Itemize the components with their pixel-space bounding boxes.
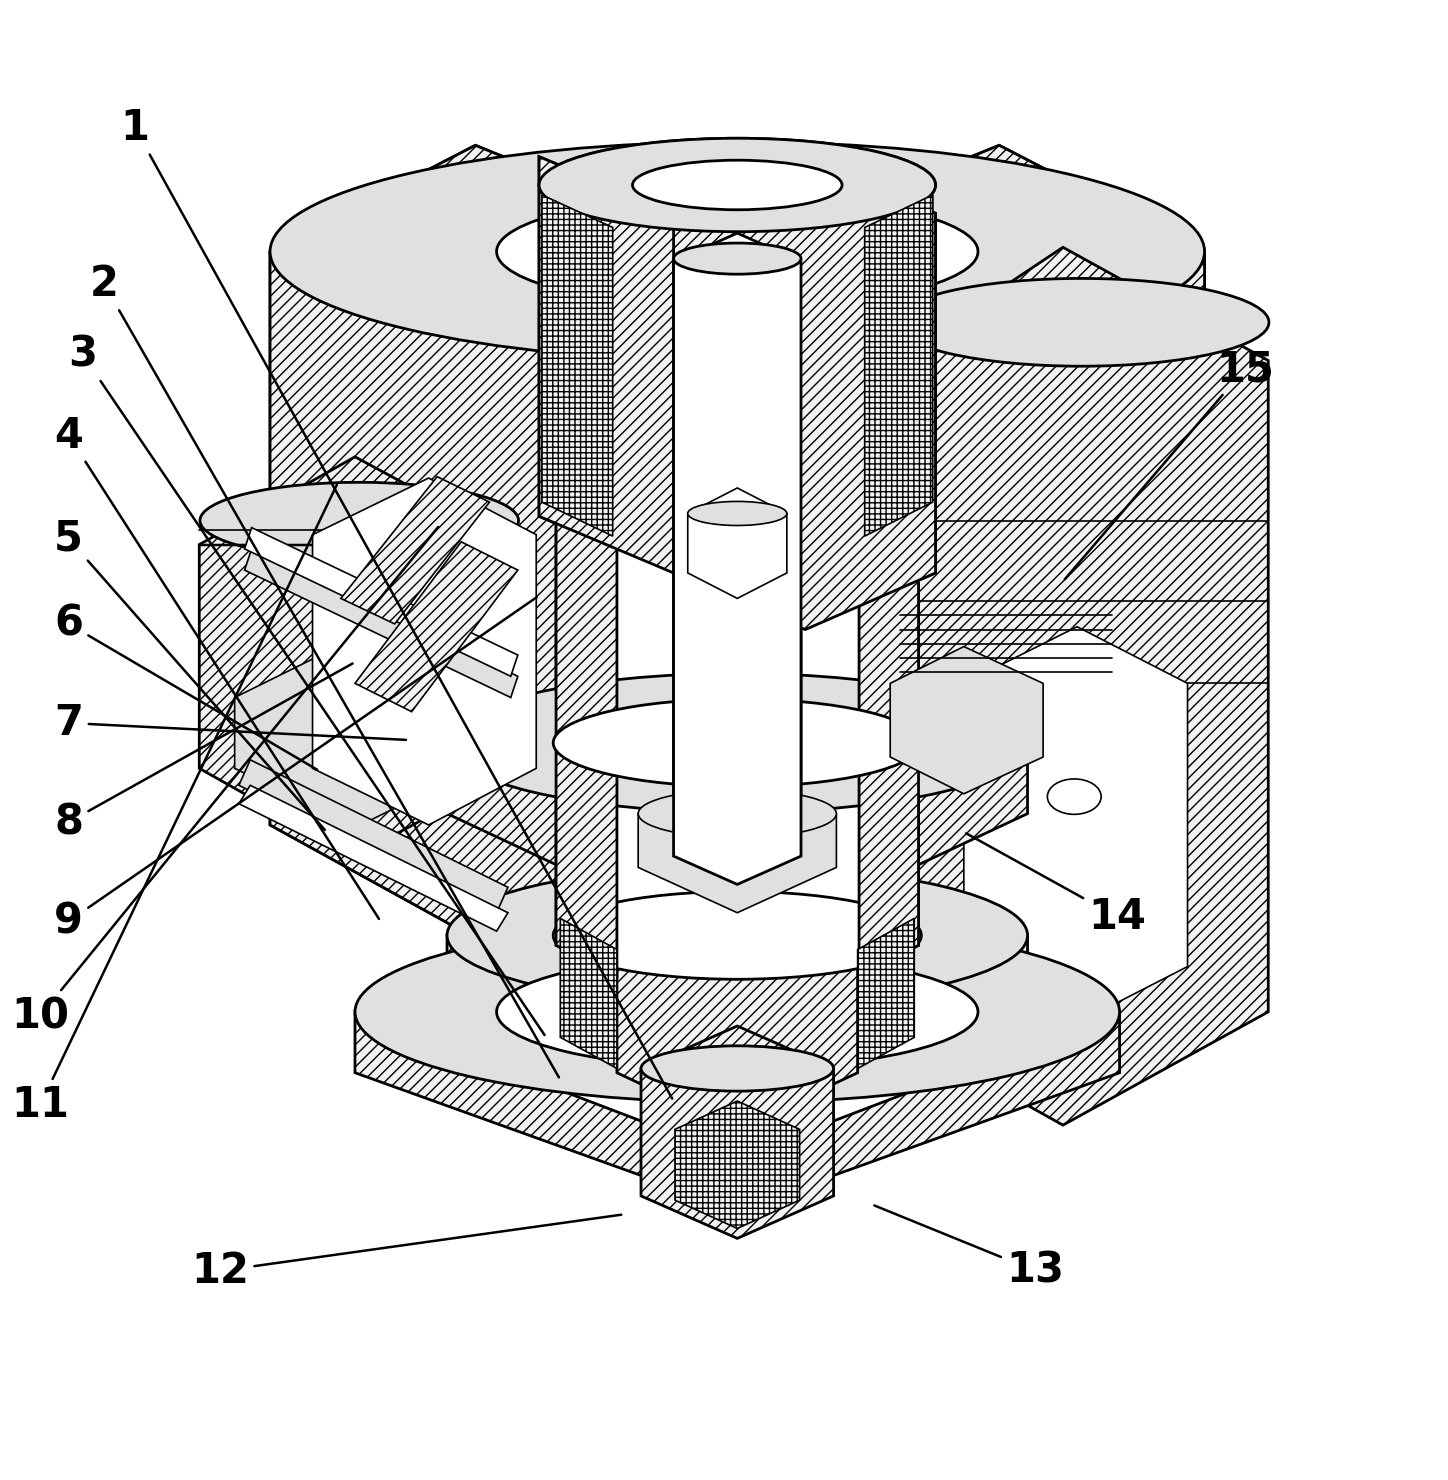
- Ellipse shape: [497, 955, 977, 1069]
- Polygon shape: [239, 786, 508, 931]
- Ellipse shape: [893, 278, 1268, 366]
- Polygon shape: [542, 195, 613, 536]
- Polygon shape: [673, 157, 935, 629]
- Text: 3: 3: [68, 334, 544, 1035]
- Polygon shape: [235, 638, 475, 827]
- Polygon shape: [560, 919, 617, 1069]
- Ellipse shape: [200, 482, 518, 559]
- Polygon shape: [688, 488, 786, 598]
- Text: 10: 10: [12, 527, 439, 1037]
- Polygon shape: [556, 176, 918, 1030]
- Text: 7: 7: [54, 702, 405, 744]
- Polygon shape: [859, 231, 918, 977]
- Polygon shape: [891, 647, 1043, 793]
- Polygon shape: [737, 145, 1205, 1045]
- Text: 1: 1: [120, 108, 672, 1098]
- Polygon shape: [639, 768, 837, 913]
- Polygon shape: [737, 145, 1205, 1045]
- Polygon shape: [447, 607, 1028, 950]
- Polygon shape: [673, 234, 801, 885]
- Ellipse shape: [639, 789, 837, 838]
- Text: 2: 2: [90, 263, 559, 1077]
- Polygon shape: [864, 195, 933, 536]
- Ellipse shape: [553, 699, 921, 787]
- Ellipse shape: [497, 195, 977, 308]
- Ellipse shape: [447, 673, 1028, 813]
- Ellipse shape: [641, 1046, 834, 1091]
- Polygon shape: [964, 626, 1187, 1023]
- Polygon shape: [245, 528, 518, 676]
- Polygon shape: [641, 1026, 834, 1239]
- Polygon shape: [857, 919, 914, 1069]
- Text: 11: 11: [12, 485, 337, 1126]
- Polygon shape: [539, 157, 673, 573]
- Polygon shape: [893, 247, 1268, 1125]
- Ellipse shape: [673, 243, 801, 274]
- Text: 12: 12: [191, 1215, 621, 1292]
- Ellipse shape: [539, 138, 935, 232]
- Polygon shape: [355, 542, 518, 712]
- Ellipse shape: [355, 921, 1119, 1103]
- Ellipse shape: [447, 866, 1028, 1005]
- Text: 14: 14: [966, 833, 1147, 938]
- Text: 9: 9: [54, 596, 537, 943]
- Ellipse shape: [688, 502, 786, 525]
- Ellipse shape: [553, 891, 921, 980]
- Polygon shape: [340, 477, 489, 625]
- Text: 8: 8: [54, 663, 352, 844]
- Polygon shape: [245, 549, 518, 697]
- Ellipse shape: [673, 243, 801, 274]
- Polygon shape: [313, 478, 536, 824]
- Polygon shape: [239, 759, 508, 913]
- Polygon shape: [271, 145, 737, 938]
- Text: 4: 4: [54, 414, 379, 919]
- Polygon shape: [539, 157, 673, 573]
- Text: 6: 6: [54, 602, 317, 770]
- Ellipse shape: [633, 160, 843, 210]
- Polygon shape: [355, 1012, 1119, 1211]
- Polygon shape: [542, 195, 613, 536]
- Ellipse shape: [539, 138, 935, 232]
- Polygon shape: [673, 234, 801, 885]
- Ellipse shape: [1047, 778, 1100, 814]
- Polygon shape: [271, 145, 737, 938]
- Text: 15: 15: [1064, 348, 1274, 579]
- Text: 13: 13: [875, 1205, 1064, 1292]
- Polygon shape: [200, 457, 518, 855]
- Polygon shape: [447, 935, 1028, 1109]
- Polygon shape: [556, 231, 617, 977]
- Polygon shape: [617, 892, 857, 1129]
- Text: 5: 5: [54, 518, 324, 830]
- Ellipse shape: [271, 142, 1205, 361]
- Polygon shape: [673, 157, 935, 629]
- Polygon shape: [675, 1101, 799, 1228]
- Ellipse shape: [324, 628, 381, 659]
- Polygon shape: [864, 195, 933, 536]
- Ellipse shape: [633, 160, 843, 210]
